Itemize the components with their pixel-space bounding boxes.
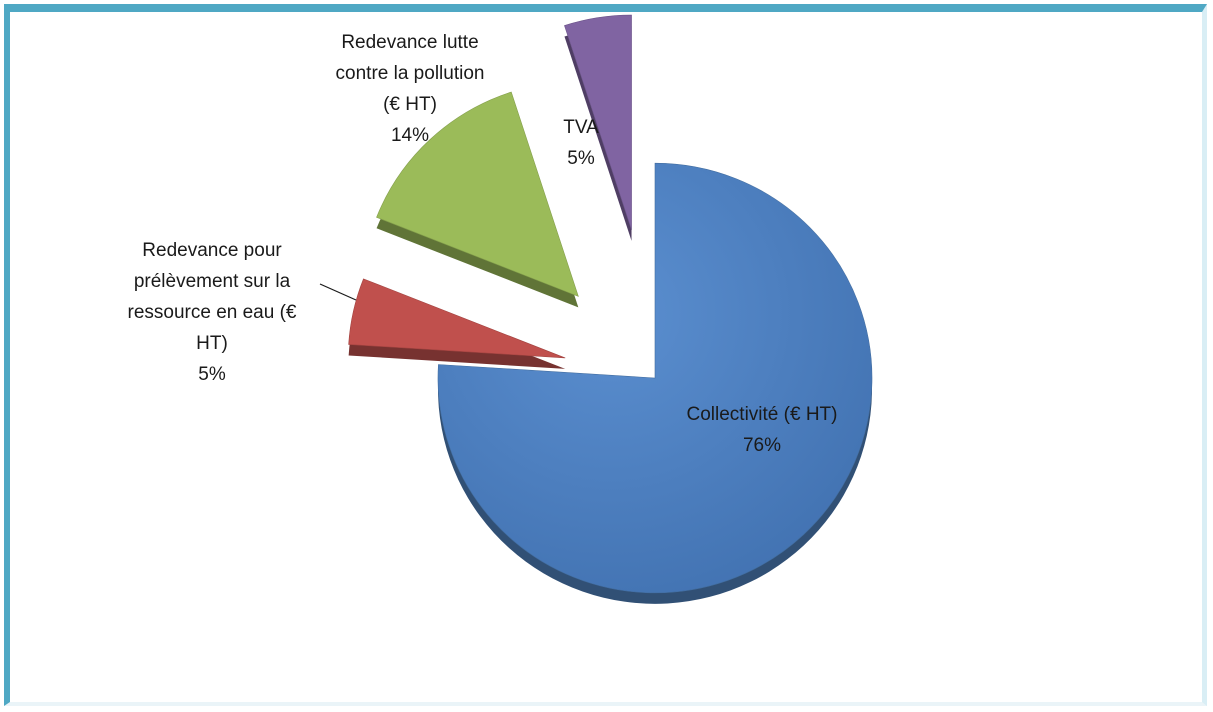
slice-redevance-pollution-category-label: Redevance lutte bbox=[341, 32, 478, 53]
slice-redevance-prelevement-category-label: Redevance pour bbox=[142, 240, 282, 261]
slice-tva-value-label: 5% bbox=[567, 148, 595, 169]
slice-collectivite-top bbox=[437, 162, 873, 594]
slice-redevance-pollution bbox=[376, 91, 579, 308]
slice-tva-label: TVA 5% bbox=[563, 117, 599, 169]
slice-redevance-prelevement-label: Redevance pour prélèvement sur la ressourc… bbox=[128, 240, 297, 385]
slice-redevance-prelevement-category-label: prélèvement sur la bbox=[134, 271, 291, 292]
slice-redevance-pollution-top bbox=[376, 91, 579, 297]
slice-redevance-pollution-category-label: (€ HT) bbox=[383, 94, 437, 115]
slice-redevance-prelevement-leader-line bbox=[319, 283, 357, 301]
slice-collectivite bbox=[437, 162, 873, 604]
slice-collectivite-category-label: Collectivité (€ HT) bbox=[687, 404, 838, 425]
slice-collectivite-label: Collectivité (€ HT) 76% bbox=[687, 404, 838, 456]
slice-redevance-prelevement bbox=[348, 278, 566, 369]
slice-tva bbox=[564, 14, 632, 241]
slice-redevance-pollution-value-label: 14% bbox=[391, 125, 429, 146]
slice-redevance-prelevement-top bbox=[348, 278, 566, 359]
slice-tva-category-label: TVA bbox=[563, 117, 599, 138]
slice-redevance-prelevement-category-label: HT) bbox=[196, 333, 228, 354]
slice-collectivite-value-label: 76% bbox=[743, 435, 781, 456]
slice-tva-top bbox=[564, 14, 632, 230]
slice-redevance-pollution-category-label: contre la pollution bbox=[336, 63, 485, 84]
slice-redevance-pollution-label: Redevance lutte contre la pollution (€ HT)… bbox=[336, 32, 485, 146]
slice-redevance-prelevement-category-label: ressource en eau (€ bbox=[128, 302, 297, 323]
slice-redevance-prelevement-value-label: 5% bbox=[198, 364, 226, 385]
